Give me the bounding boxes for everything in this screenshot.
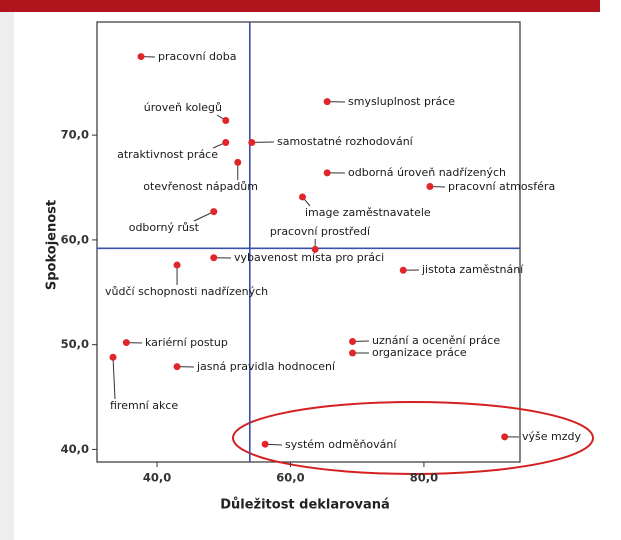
point: [173, 261, 181, 269]
point-label: pracovní atmosféra: [448, 180, 555, 193]
point: [261, 440, 269, 448]
point-label: smysluplnost práce: [348, 95, 455, 108]
point-label: vůdčí schopnosti nadřízených: [105, 285, 268, 298]
point-label: jistota zaměstnání: [421, 263, 524, 276]
point-label: pracovní prostředí: [270, 225, 371, 238]
leader-line: [193, 211, 214, 222]
y-tick-label: 50,0: [61, 337, 89, 351]
point: [311, 245, 319, 253]
point-label: samostatné rozhodování: [277, 135, 414, 148]
point: [222, 116, 230, 124]
point-label: pracovní doba: [158, 50, 237, 63]
leader-line: [112, 357, 116, 400]
y-axis-title: Spokojenost: [45, 200, 60, 290]
point-label: odborná úroveň nadřízených: [348, 166, 506, 179]
point-label: kariérní postup: [145, 336, 228, 349]
point-label: firemní akce: [110, 399, 178, 412]
banner: [0, 0, 600, 12]
point-label: otevřenost nápadům: [143, 180, 258, 193]
point: [109, 353, 117, 361]
point: [298, 193, 306, 201]
point: [501, 433, 509, 441]
point: [210, 208, 218, 216]
y-tick-label: 70,0: [61, 128, 89, 142]
point-label: výše mzdy: [522, 430, 581, 443]
point: [426, 182, 434, 190]
highlight-ellipse: [232, 401, 594, 475]
point: [323, 98, 331, 106]
point-label: organizace práce: [372, 346, 467, 359]
point-label: uznání a ocenění práce: [372, 334, 500, 347]
y-tick-label: 60,0: [61, 232, 89, 246]
x-tick-label: 40,0: [143, 471, 171, 485]
point: [248, 138, 256, 146]
point: [222, 138, 230, 146]
point-label: atraktivnost práce: [117, 148, 218, 161]
y-tick-label: 40,0: [61, 442, 89, 456]
point: [349, 349, 357, 357]
point: [137, 53, 145, 61]
point: [173, 363, 181, 371]
point-label: jasná pravidla hodnocení: [196, 360, 336, 373]
x-tick-label: 80,0: [410, 471, 438, 485]
point: [349, 338, 357, 346]
point: [234, 158, 242, 166]
point: [399, 266, 407, 274]
point-label: image zaměstnavatele: [305, 206, 431, 219]
point-label: úroveň kolegů: [144, 101, 222, 114]
point: [122, 339, 130, 347]
x-axis-title: Důležitost deklarovaná: [220, 498, 390, 513]
side-strip: [0, 12, 14, 540]
point: [323, 169, 331, 177]
x-tick-label: 60,0: [276, 471, 304, 485]
plot-frame: [96, 21, 521, 463]
point-label: odborný růst: [129, 221, 200, 234]
point: [210, 254, 218, 262]
point-label: systém odměňování: [285, 438, 397, 451]
point-label: vybavenost místa pro práci: [234, 251, 384, 264]
